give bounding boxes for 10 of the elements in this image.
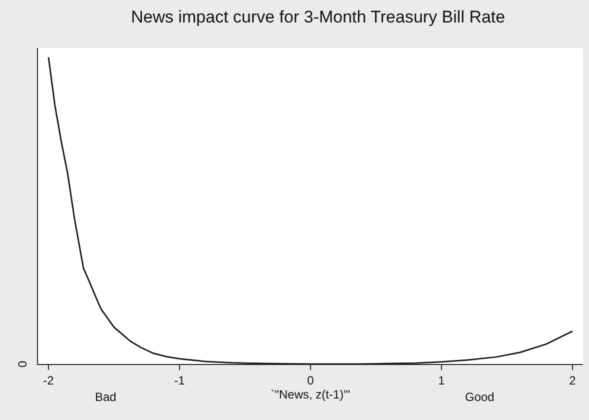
x-tick-label: -1	[174, 373, 186, 388]
x-tick-label: -2	[43, 373, 54, 388]
text: 0	[15, 360, 30, 368]
x-axis-title: `"News, z(t-1)"'	[270, 387, 350, 402]
x-tick-label: 2	[569, 373, 576, 388]
text: Bad	[95, 390, 116, 404]
x-tick-label: 0	[307, 373, 314, 388]
text: Good	[465, 390, 494, 404]
x-tick-label: 1	[438, 373, 446, 388]
chart-title: News impact curve for 3-Month Treasury Bill Rate	[130, 7, 506, 26]
